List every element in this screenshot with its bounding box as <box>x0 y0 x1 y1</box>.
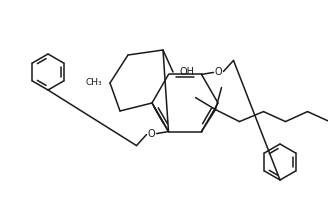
Text: O: O <box>215 67 222 77</box>
Text: OH: OH <box>179 67 195 77</box>
Text: O: O <box>148 129 155 139</box>
Text: CH₃: CH₃ <box>86 77 102 86</box>
